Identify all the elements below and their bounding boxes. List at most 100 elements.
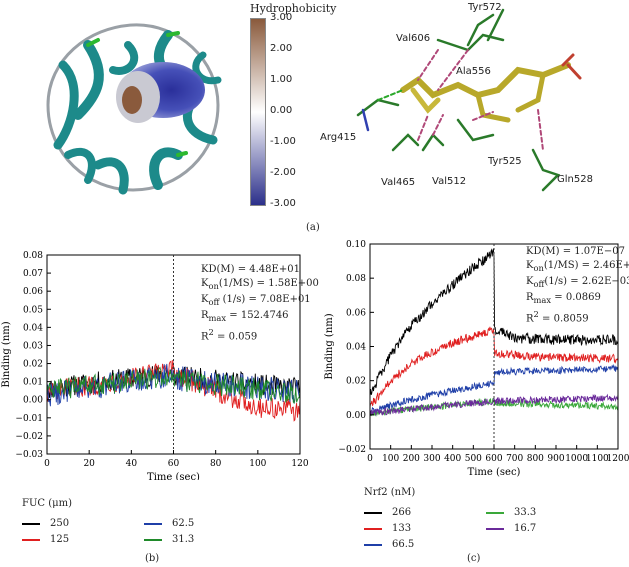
stats-box-c: KD(M) = 1.07E−07 Kon(1/MS) = 2.46E+04 Ko… [526, 245, 629, 326]
stat-kd-c: KD(M) = 1.07E−07 [526, 246, 625, 257]
legend-swatch [22, 538, 40, 541]
x-tick-label: 500 [465, 454, 482, 464]
y-tick-label: 0.05 [23, 305, 43, 315]
stat-r2-b: R2 = 0.059 [201, 327, 258, 343]
residue-label-val512: Val512 [432, 176, 467, 187]
residue-label-gln528: Gln528 [557, 174, 593, 185]
legend-item-16.7: 16.7 [486, 523, 536, 534]
panel-label-c: (c) [467, 553, 481, 564]
legend-b: 250 125 62.5 31.3 [22, 518, 252, 552]
x-tick-label: 700 [506, 454, 523, 464]
docking-pose-image [356, 8, 582, 192]
stat-kd-b: KD(M) = 4.48E+01 [201, 264, 300, 275]
binding-chart-fuc: 0 20 40 60 80 100 120 −0.03 −0.02 −0.01 0.00 0.01 0.… [1, 251, 309, 480]
colorbar-tick-label: 3.00 [270, 12, 293, 23]
x-axis-label: Time (sec) [147, 472, 200, 480]
y-tick-label: 0.02 [346, 377, 366, 387]
x-tick-label: 20 [83, 459, 95, 469]
colorbar-title: Hydrophobicity [250, 2, 337, 15]
colorbar-tick-label: -2.00 [270, 167, 296, 178]
binding-chart-nrf2: 0 100 200 300 400 500 600 700 800 900 100011001200… [324, 240, 629, 478]
legend-title-b: FUC (μm) [22, 498, 72, 509]
legend-swatch [486, 511, 504, 514]
legend-item-250: 250 [22, 518, 69, 529]
y-tick-label: 0.08 [346, 274, 366, 284]
legend-swatch [364, 527, 382, 530]
y-tick-label: 0.06 [23, 287, 43, 297]
legend-item-133: 133 [364, 523, 411, 534]
legend-swatch [144, 538, 162, 541]
x-tick-label: 600 [485, 454, 502, 464]
x-tick-label: 200 [403, 454, 420, 464]
y-tick-label: −0.01 [15, 414, 43, 424]
y-tick-label: −0.03 [15, 450, 43, 460]
legend-c: 266 133 66.5 33.3 16.7 [364, 507, 594, 557]
x-tick-label: 80 [210, 459, 222, 469]
stat-koff-b: Koff (1/s) = 7.08E+01 [201, 294, 311, 307]
colorbar-tick-label: -3.00 [270, 198, 296, 209]
residue-label-val465: Val465 [381, 177, 416, 188]
x-tick-label: 120 [291, 459, 308, 469]
protein-ribbon-image [46, 23, 222, 195]
stat-koff-c: Koff(1/s) = 2.62E−03 [526, 276, 629, 289]
series-line-31.3 [46, 366, 301, 405]
y-tick-label: 0.00 [23, 396, 43, 406]
legend-item-125: 125 [22, 534, 69, 545]
stats-box-b: KD(M) = 4.48E+01 Kon(1/MS) = 1.58E+00 Ko… [201, 263, 319, 344]
x-tick-label: 800 [527, 454, 544, 464]
x-tick-label: 1000 [565, 454, 588, 464]
y-tick-label: 0.10 [346, 240, 366, 250]
legend-item-33.3: 33.3 [486, 507, 536, 518]
legend-swatch [364, 511, 382, 514]
residue-label-arg415: Arg415 [320, 132, 357, 143]
x-tick-label: 400 [444, 454, 461, 464]
panel-label-a: (a) [306, 222, 320, 233]
legend-item-31.3: 31.3 [144, 534, 194, 545]
y-tick-label: 0.08 [23, 251, 43, 261]
colorbar-tick-label: 2.00 [270, 43, 293, 54]
stat-r2-c: R2 = 0.8059 [526, 309, 589, 325]
legend-title-c: Nrf2 (nM) [364, 487, 416, 498]
stat-kon-c: Kon(1/MS) = 2.46E+04 [526, 260, 629, 273]
legend-item-66.5: 66.5 [364, 539, 414, 550]
x-tick-label: 40 [126, 459, 138, 469]
x-tick-label: 0 [367, 454, 373, 464]
colorbar-tick-label: 1.00 [270, 74, 293, 85]
y-tick-label: 0.04 [346, 343, 366, 353]
stat-rmax-c: Rmax = 0.0869 [526, 292, 601, 305]
y-tick-label: 0.02 [23, 360, 43, 370]
colorbar-tick-label: 0.00 [270, 105, 293, 116]
residue-label-val606: Val606 [396, 33, 431, 44]
y-axis-label: Binding (nm) [1, 321, 12, 387]
x-tick-label: 0 [44, 459, 50, 469]
residue-label-ala556: Ala556 [456, 66, 491, 77]
stat-kon-b: Kon(1/MS) = 1.58E+00 [201, 278, 319, 291]
y-tick-label: 0.04 [23, 323, 43, 333]
legend-swatch [22, 522, 40, 525]
legend-swatch [144, 522, 162, 525]
y-tick-label: −0.02 [15, 432, 43, 442]
y-tick-label: 0.03 [23, 341, 43, 351]
series-line-16.7 [369, 393, 619, 416]
x-tick-label: 300 [423, 454, 440, 464]
y-tick-label: 0.01 [23, 378, 43, 388]
legend-item-62.5: 62.5 [144, 518, 194, 529]
panel-label-b: (b) [145, 553, 160, 564]
legend-swatch [364, 543, 382, 546]
y-tick-label: 0.07 [23, 269, 43, 279]
x-tick-label: 60 [168, 459, 180, 469]
colorbar-tick-label: -1.00 [270, 136, 296, 147]
y-axis-label: Binding (nm) [324, 313, 335, 379]
x-axis-label: Time (sec) [468, 467, 521, 478]
y-tick-label: 0.06 [346, 308, 366, 318]
x-tick-label: 900 [547, 454, 564, 464]
y-tick-label: −0.02 [338, 445, 366, 455]
hydrophobicity-colorbar [250, 18, 266, 206]
series-line-125 [46, 360, 301, 422]
x-tick-label: 100 [249, 459, 266, 469]
legend-item-266: 266 [364, 507, 411, 518]
residue-label-tyr525: Tyr525 [488, 156, 522, 167]
x-tick-label: 1100 [586, 454, 609, 464]
x-tick-label: 1200 [607, 454, 629, 464]
legend-swatch [486, 527, 504, 530]
